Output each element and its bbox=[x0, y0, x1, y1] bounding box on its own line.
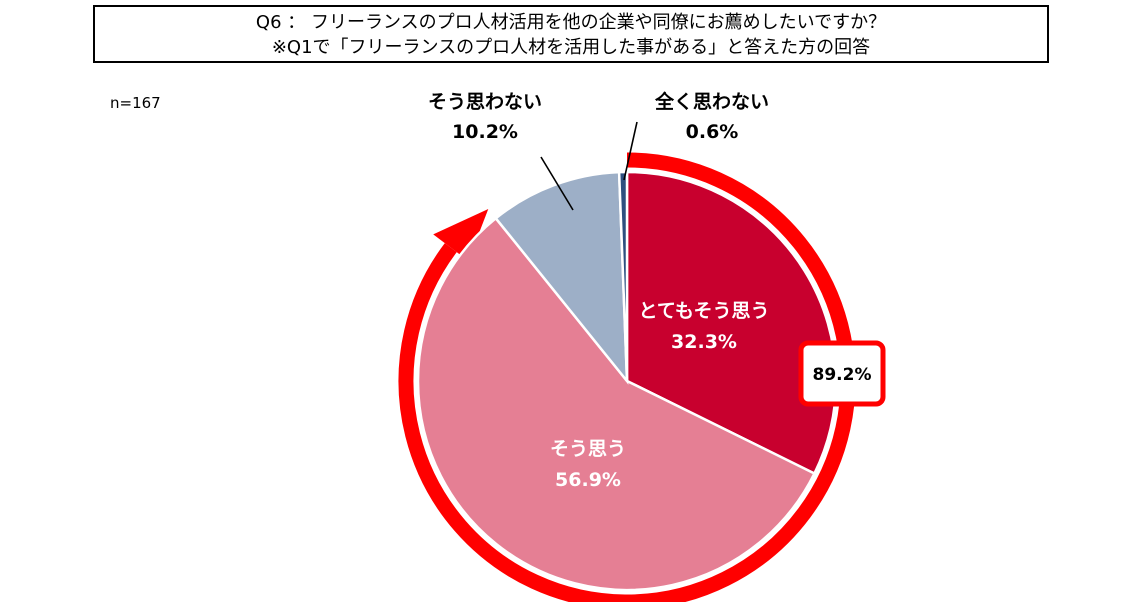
slice-4-value-label: 0.6% bbox=[686, 121, 739, 143]
slice-2-label: そう思う bbox=[550, 438, 626, 460]
slice-3-leader-line bbox=[540, 156, 574, 211]
slice-4-leader-line bbox=[623, 121, 638, 181]
slice-2 bbox=[416, 216, 817, 592]
slice-1 bbox=[625, 170, 838, 476]
slice-4 bbox=[617, 170, 629, 382]
total-callout-box bbox=[798, 340, 886, 407]
chart-title-box: Q6 ： フリーランスのプロ人材活用を他の企業や同僚にお薦めしたいですか？ ※Q… bbox=[93, 5, 1049, 63]
chart-title-line1: Q6 ： フリーランスのプロ人材活用を他の企業や同僚にお薦めしたいですか？ bbox=[255, 12, 887, 33]
slice-3 bbox=[494, 170, 629, 385]
slice-4-label: 全く思わない bbox=[654, 90, 769, 113]
slice-1-value-label: 32.3% bbox=[671, 331, 737, 353]
chart-title-line2: ※Q1で「フリーランスのプロ人材を活用した事がある」と答えた方の回答 bbox=[271, 37, 871, 58]
slice-1-label: とてもそう思う bbox=[638, 300, 769, 322]
sample-size-label: n=167 bbox=[110, 94, 161, 112]
slice-3-label: そう思わない bbox=[428, 91, 542, 113]
slice-2-value-label: 56.9% bbox=[555, 469, 621, 491]
highlight-ring bbox=[398, 152, 856, 602]
total-callout-value: 89.2% bbox=[813, 365, 872, 385]
highlight-arrow bbox=[433, 208, 489, 261]
slice-3-value-label: 10.2% bbox=[452, 121, 518, 143]
